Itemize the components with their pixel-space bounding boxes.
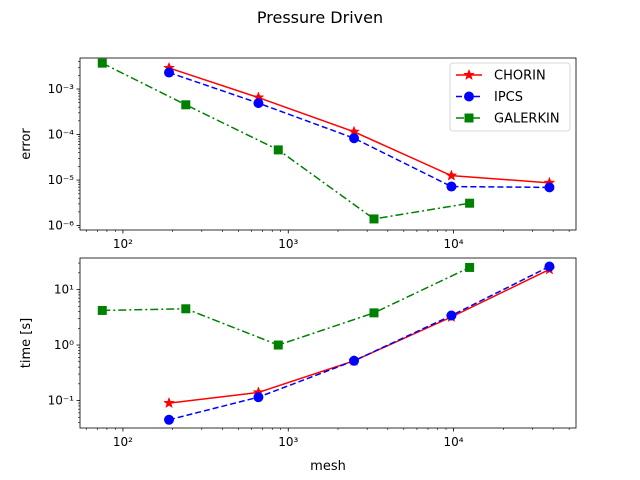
data-point-galerkin bbox=[465, 262, 475, 272]
y-axis-label: error bbox=[19, 128, 34, 160]
legend-label-ipcs: IPCS bbox=[494, 90, 523, 105]
data-point-ipcs bbox=[446, 181, 457, 192]
data-point-ipcs bbox=[164, 67, 175, 78]
series-ipcs bbox=[164, 67, 555, 193]
data-point-galerkin bbox=[97, 58, 107, 68]
data-point-ipcs bbox=[164, 414, 175, 425]
data-point-ipcs bbox=[253, 392, 264, 403]
axes-frame bbox=[79, 57, 577, 231]
y-tick-label: 10⁻⁵ bbox=[48, 173, 75, 187]
legend-marker-chorin bbox=[463, 68, 475, 81]
data-point-galerkin bbox=[97, 305, 107, 315]
series-chorin bbox=[163, 61, 556, 188]
subplots: 10² 10³ 10⁴ 10⁻⁶ 10⁻⁵ 10⁻⁴ 10⁻³ error CHORIN IPCS… bbox=[19, 57, 577, 474]
y-tick-label: 10¹ bbox=[54, 283, 74, 297]
data-point-galerkin bbox=[181, 100, 191, 110]
legend-entry-ipcs: IPCS bbox=[456, 90, 523, 105]
x-axis-label: mesh bbox=[310, 459, 346, 474]
y-tick-label: 10⁻⁶ bbox=[48, 219, 75, 233]
data-point-ipcs bbox=[544, 261, 555, 272]
y-tick-label: 10⁻³ bbox=[48, 82, 75, 96]
series-line-chorin bbox=[168, 268, 550, 404]
data-point-galerkin bbox=[369, 214, 379, 224]
x-tick-label: 10² bbox=[113, 435, 133, 449]
y-tick-label: 10⁻⁴ bbox=[48, 128, 75, 142]
series-chorin bbox=[163, 263, 556, 409]
x-tick-label: 10³ bbox=[278, 237, 298, 251]
data-point-galerkin bbox=[465, 198, 475, 208]
legend-entry-chorin: CHORIN bbox=[456, 69, 546, 84]
y-tick-label: 10⁻¹ bbox=[48, 394, 75, 408]
legend-label-galerkin: GALERKIN bbox=[494, 112, 560, 127]
data-point-galerkin bbox=[181, 304, 191, 314]
legend-marker-ipcs bbox=[464, 91, 474, 102]
series-line-ipcs bbox=[168, 71, 550, 189]
y-axis-label: time [s] bbox=[19, 318, 34, 368]
series-ipcs bbox=[164, 261, 555, 425]
data-point-galerkin bbox=[273, 145, 283, 155]
data-point-chorin bbox=[163, 396, 175, 409]
x-tick-label: 10³ bbox=[278, 435, 298, 449]
data-point-ipcs bbox=[349, 355, 360, 366]
series-galerkin bbox=[97, 58, 475, 224]
data-point-ipcs bbox=[544, 182, 555, 193]
data-point-ipcs bbox=[349, 133, 360, 144]
x-axis: 10² 10³ 10⁴ bbox=[85, 230, 570, 251]
subplot-error: 10² 10³ 10⁴ 10⁻⁶ 10⁻⁵ 10⁻⁴ 10⁻³ error CHORIN IPCS… bbox=[19, 57, 577, 251]
data-point-galerkin bbox=[273, 340, 283, 350]
x-tick-label: 10⁴ bbox=[444, 435, 464, 449]
x-tick-label: 10⁴ bbox=[444, 237, 464, 251]
x-axis: 10² 10³ 10⁴ bbox=[85, 428, 570, 449]
subplot-time: 10² 10³ 10⁴ 10⁻¹ 10⁰ 10¹ time [s] mesh bbox=[19, 257, 577, 474]
legend-frame bbox=[449, 62, 571, 132]
data-point-ipcs bbox=[253, 98, 264, 109]
legend-marker-galerkin bbox=[464, 113, 474, 123]
series-line-galerkin bbox=[101, 62, 470, 220]
y-axis: 10⁻⁶ 10⁻⁵ 10⁻⁴ 10⁻³ bbox=[48, 61, 80, 233]
data-point-chorin bbox=[445, 169, 458, 181]
y-axis: 10⁻¹ 10⁰ 10¹ bbox=[48, 262, 80, 423]
legend: CHORIN IPCS GALERKIN bbox=[449, 62, 571, 132]
x-tick-label: 10² bbox=[113, 237, 133, 251]
data-point-ipcs bbox=[446, 310, 457, 321]
legend-label-chorin: CHORIN bbox=[494, 69, 546, 84]
legend-entry-galerkin: GALERKIN bbox=[456, 112, 560, 127]
figure-title: Pressure Driven bbox=[257, 8, 383, 27]
series-galerkin bbox=[97, 262, 475, 350]
y-tick-label: 10⁰ bbox=[54, 338, 74, 352]
axes-frame bbox=[79, 257, 577, 429]
data-point-galerkin bbox=[369, 308, 379, 318]
